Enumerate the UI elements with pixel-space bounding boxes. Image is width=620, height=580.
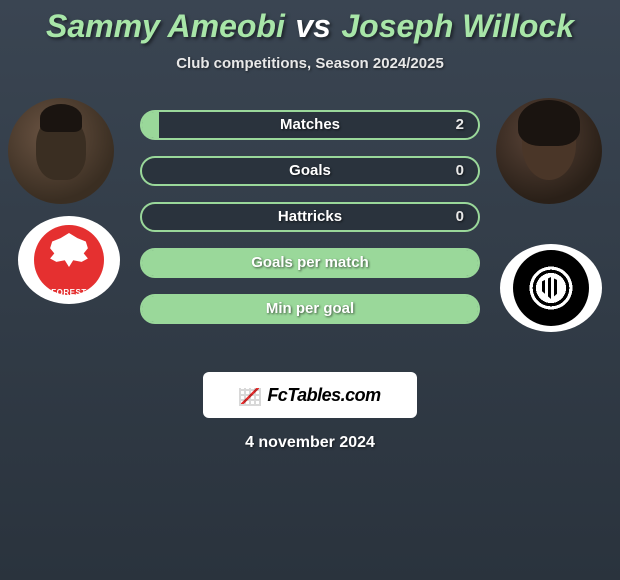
stat-bar-goals-per-match: Goals per match [140, 248, 480, 278]
player1-club-crest [18, 216, 120, 304]
fctables-logo: FcTables.com [203, 372, 417, 418]
stat-value: 2 [456, 112, 464, 138]
stat-bar-hattricks: Hattricks 0 [140, 202, 480, 232]
stat-bar-matches: Matches 2 [140, 110, 480, 140]
stat-label: Goals [142, 158, 478, 184]
player1-avatar [8, 98, 114, 204]
chart-icon [239, 384, 263, 406]
stat-label: Matches [142, 112, 478, 138]
player1-name: Sammy Ameobi [46, 8, 285, 44]
stat-label: Min per goal [142, 296, 478, 322]
logo-text: FcTables.com [267, 385, 380, 406]
stat-value: 0 [456, 204, 464, 230]
vs-text: vs [295, 8, 331, 44]
comparison-panel: Matches 2 Goals 0 Hattricks 0 Goals per … [0, 104, 620, 364]
subtitle: Club competitions, Season 2024/2025 [0, 55, 620, 72]
stat-label: Goals per match [142, 250, 478, 276]
stat-bar-min-per-goal: Min per goal [140, 294, 480, 324]
player2-club-crest [500, 244, 602, 332]
date-text: 4 november 2024 [0, 434, 620, 452]
stat-label: Hattricks [142, 204, 478, 230]
stat-bars: Matches 2 Goals 0 Hattricks 0 Goals per … [140, 110, 480, 340]
comparison-title: Sammy Ameobi vs Joseph Willock [0, 0, 620, 45]
player2-avatar [496, 98, 602, 204]
player2-name: Joseph Willock [341, 8, 574, 44]
stat-bar-goals: Goals 0 [140, 156, 480, 186]
stat-value: 0 [456, 158, 464, 184]
